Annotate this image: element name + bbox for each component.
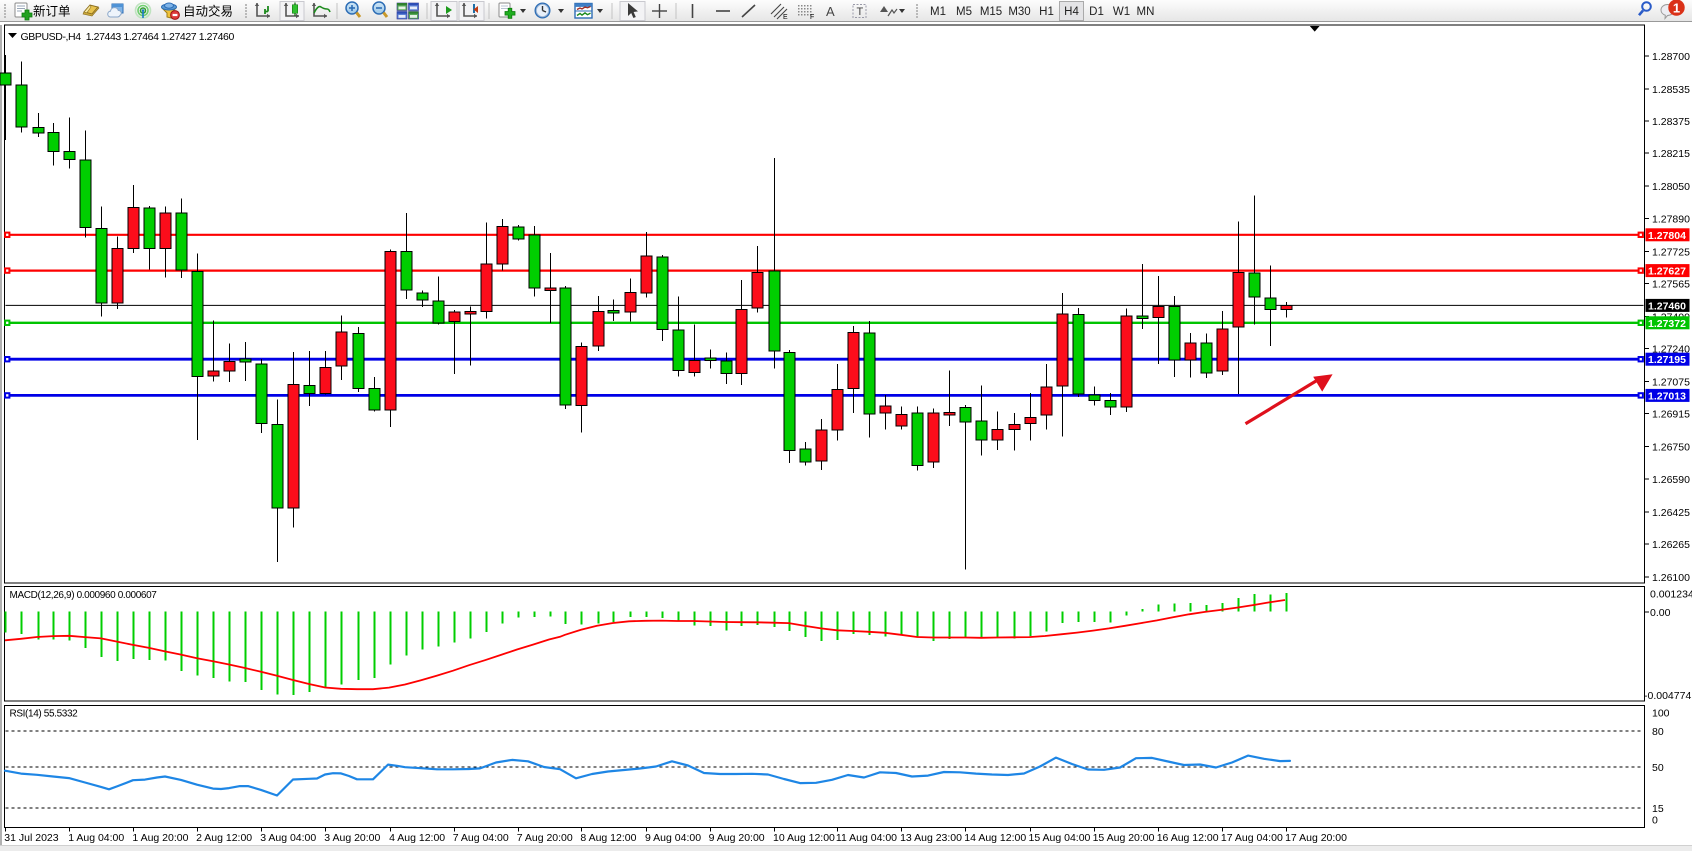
svg-text:1.27460: 1.27460 xyxy=(1648,300,1686,312)
svg-text:T: T xyxy=(857,6,864,18)
svg-text:1.28050: 1.28050 xyxy=(1652,181,1690,193)
svg-text:1.27013: 1.27013 xyxy=(1648,390,1686,402)
svg-text:H4: H4 xyxy=(1064,6,1079,18)
svg-text:80: 80 xyxy=(1652,726,1664,738)
svg-text:H1: H1 xyxy=(1039,6,1054,18)
svg-text:1.26915: 1.26915 xyxy=(1652,409,1690,421)
svg-text:自动交易: 自动交易 xyxy=(183,4,233,19)
svg-text:新订单: 新订单 xyxy=(33,4,71,19)
svg-text:GBPUSD-,H4 1.27443 1.27464 1.: GBPUSD-,H4 1.27443 1.27464 1.27427 1.274… xyxy=(21,31,235,43)
svg-text:7 Aug 04:00: 7 Aug 04:00 xyxy=(453,832,509,844)
svg-text:MN: MN xyxy=(1137,6,1155,18)
svg-text:1.27725: 1.27725 xyxy=(1652,246,1690,258)
svg-text:15: 15 xyxy=(1652,803,1664,815)
svg-text:1.26265: 1.26265 xyxy=(1652,539,1690,551)
svg-text:3 Aug 04:00: 3 Aug 04:00 xyxy=(260,832,316,844)
svg-text:M1: M1 xyxy=(930,6,946,18)
svg-text:-0.004774: -0.004774 xyxy=(1644,690,1691,702)
svg-text:1.26100: 1.26100 xyxy=(1652,572,1690,584)
svg-text:MACD(12,26,9) 0.000960 0.00060: MACD(12,26,9) 0.000960 0.000607 xyxy=(10,590,158,601)
svg-text:M15: M15 xyxy=(980,6,1002,18)
svg-text:E: E xyxy=(783,14,788,21)
svg-text:7 Aug 20:00: 7 Aug 20:00 xyxy=(517,832,573,844)
svg-text:W1: W1 xyxy=(1113,6,1130,18)
svg-text:1.28375: 1.28375 xyxy=(1652,116,1690,128)
svg-text:1.26590: 1.26590 xyxy=(1652,474,1690,486)
svg-text:1.26750: 1.26750 xyxy=(1652,442,1690,454)
svg-text:RSI(14) 55.5332: RSI(14) 55.5332 xyxy=(10,709,79,720)
svg-text:D1: D1 xyxy=(1089,6,1104,18)
svg-text:31 Jul 2023: 31 Jul 2023 xyxy=(4,832,58,844)
svg-text:100: 100 xyxy=(1652,708,1670,720)
svg-text:9 Aug 20:00: 9 Aug 20:00 xyxy=(709,832,765,844)
svg-text:1 Aug 04:00: 1 Aug 04:00 xyxy=(68,832,124,844)
svg-text:3 Aug 20:00: 3 Aug 20:00 xyxy=(324,832,380,844)
svg-text:8 Aug 12:00: 8 Aug 12:00 xyxy=(580,832,636,844)
svg-text:1.27240: 1.27240 xyxy=(1652,344,1690,356)
svg-text:1.27565: 1.27565 xyxy=(1652,278,1690,290)
svg-text:17 Aug 20:00: 17 Aug 20:00 xyxy=(1285,832,1347,844)
svg-text:1.27372: 1.27372 xyxy=(1648,318,1686,330)
svg-text:0.00: 0.00 xyxy=(1650,607,1671,619)
svg-text:1: 1 xyxy=(1673,0,1680,15)
svg-text:1.27890: 1.27890 xyxy=(1652,213,1690,225)
svg-text:1.27075: 1.27075 xyxy=(1652,377,1690,389)
svg-text:14 Aug 12:00: 14 Aug 12:00 xyxy=(964,832,1026,844)
svg-text:15 Aug 20:00: 15 Aug 20:00 xyxy=(1093,832,1155,844)
svg-text:17 Aug 04:00: 17 Aug 04:00 xyxy=(1221,832,1283,844)
svg-text:2 Aug 12:00: 2 Aug 12:00 xyxy=(196,832,252,844)
svg-text:11 Aug 04:00: 11 Aug 04:00 xyxy=(836,832,897,844)
svg-text:1.27627: 1.27627 xyxy=(1648,266,1686,278)
svg-text:13 Aug 23:00: 13 Aug 23:00 xyxy=(900,832,962,844)
svg-text:1.27804: 1.27804 xyxy=(1648,230,1686,242)
svg-text:1.26425: 1.26425 xyxy=(1652,507,1690,519)
svg-text:15 Aug 04:00: 15 Aug 04:00 xyxy=(1029,832,1091,844)
svg-text:4 Aug 12:00: 4 Aug 12:00 xyxy=(389,832,445,844)
svg-text:1 Aug 20:00: 1 Aug 20:00 xyxy=(132,832,188,844)
svg-text:1.28535: 1.28535 xyxy=(1652,84,1690,96)
svg-text:10 Aug 12:00: 10 Aug 12:00 xyxy=(773,832,835,844)
svg-text:1.28700: 1.28700 xyxy=(1652,51,1690,63)
svg-text:16 Aug 12:00: 16 Aug 12:00 xyxy=(1157,832,1219,844)
svg-text:0.001234: 0.001234 xyxy=(1650,589,1692,601)
svg-text:50: 50 xyxy=(1652,762,1664,774)
svg-text:1.27195: 1.27195 xyxy=(1648,354,1686,366)
svg-text:M30: M30 xyxy=(1008,6,1030,18)
svg-text:1.28215: 1.28215 xyxy=(1652,148,1690,160)
svg-text:A: A xyxy=(826,4,835,19)
svg-text:M5: M5 xyxy=(956,6,972,18)
svg-text:0: 0 xyxy=(1652,815,1658,827)
svg-text:9 Aug 04:00: 9 Aug 04:00 xyxy=(645,832,701,844)
svg-text:F: F xyxy=(810,14,814,21)
